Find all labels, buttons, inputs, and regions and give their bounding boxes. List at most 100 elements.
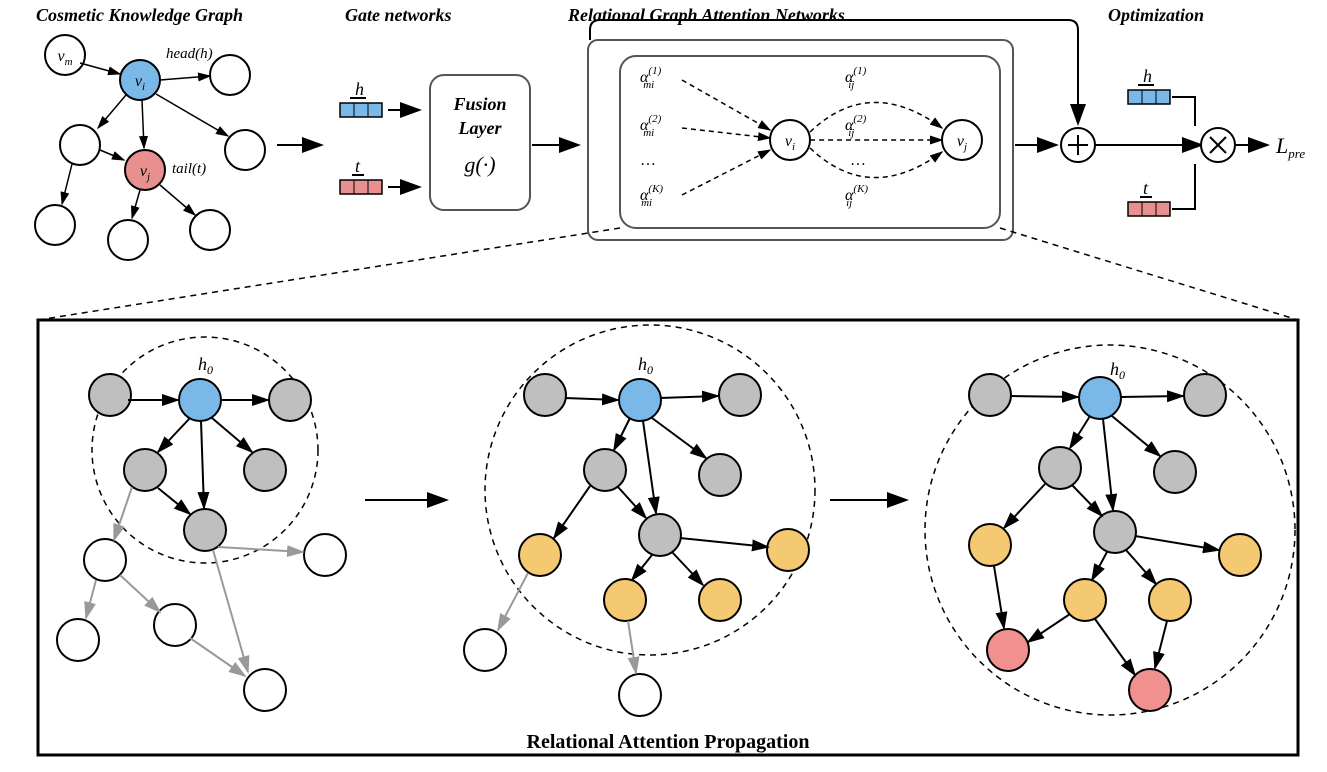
s2-blue [619, 379, 661, 421]
dash-edge [682, 80, 770, 130]
alpha-mi-2: α(2)mi [640, 113, 662, 139]
s1e [201, 421, 204, 508]
s3-o1 [969, 524, 1011, 566]
s1e [158, 488, 190, 514]
s2e [680, 538, 768, 547]
stage3: h0 [925, 345, 1295, 715]
s3-g5 [1094, 511, 1136, 553]
dash-curve [810, 148, 942, 178]
s3e [1072, 485, 1102, 516]
cosmetic-graph: vm vi head(h) vj tail(t) [35, 35, 265, 260]
opt-h-group: h [1128, 66, 1170, 104]
s1-gray2 [269, 379, 311, 421]
t-bar-group: t [340, 156, 382, 194]
s3-g3 [1039, 447, 1081, 489]
s1-w5 [244, 669, 286, 711]
h-bar2 [1128, 90, 1170, 104]
s2-o3 [699, 579, 741, 621]
alpha-ij-K: α(K)ij [845, 183, 868, 209]
edge [160, 185, 195, 215]
alpha-ij-1: α(1)ij [845, 65, 867, 91]
s3-blue [1079, 377, 1121, 419]
s3-o4 [1219, 534, 1261, 576]
s2-o4 [767, 529, 809, 571]
s1el [86, 580, 96, 618]
s1el [190, 638, 245, 676]
edge [142, 100, 144, 148]
s3-p1 [987, 629, 1029, 671]
edge [132, 190, 140, 218]
s3e [1103, 419, 1113, 510]
fusion-line1: Fusion [452, 94, 506, 114]
s3e [994, 566, 1004, 628]
s3-g1 [969, 374, 1011, 416]
label-t2: t [1143, 178, 1149, 198]
g-func: g(·) [464, 152, 495, 177]
s2e [672, 552, 703, 585]
s1e [212, 418, 252, 452]
s3e [1028, 614, 1070, 642]
s3e [1155, 621, 1167, 668]
s3e [1004, 484, 1045, 528]
stage1: h0 [57, 337, 346, 711]
s3e [1092, 552, 1107, 580]
s3e [1120, 396, 1183, 397]
s3e [1095, 619, 1135, 675]
t-to-mult [1172, 164, 1195, 209]
lpre-label: Lpre [1275, 133, 1305, 161]
edge [160, 76, 210, 80]
s1el [218, 547, 303, 552]
s2e [618, 487, 646, 518]
alpha-mi-K: α(K)mi [640, 183, 663, 209]
s1-gray5 [184, 509, 226, 551]
s2e [643, 421, 656, 513]
s1-gray4 [244, 449, 286, 491]
label-tail: tail(t) [172, 161, 206, 177]
s2-g4 [699, 454, 741, 496]
node-tr [210, 55, 250, 95]
node-r [225, 130, 265, 170]
stage2: h0 [464, 325, 815, 716]
h0-2: h0 [638, 354, 653, 377]
s2el [628, 621, 636, 673]
s2-g3 [584, 449, 626, 491]
edge [156, 94, 228, 136]
s2e [632, 555, 652, 580]
t-bar2 [1128, 202, 1170, 216]
s3-o3 [1149, 579, 1191, 621]
dash-curve [810, 102, 942, 132]
fusion-line2: Layer [458, 118, 503, 138]
s2e [554, 486, 590, 538]
label-t1: t [355, 156, 361, 176]
alpha-mi-1: α(1)mi [640, 65, 662, 91]
s3e [1126, 550, 1156, 584]
s2-w2 [619, 674, 661, 716]
s2e [614, 418, 630, 450]
s1-w2 [304, 534, 346, 576]
s1el [114, 487, 132, 540]
s1-w1 [84, 539, 126, 581]
s3e [1070, 416, 1090, 448]
s2-g1 [524, 374, 566, 416]
node-bl [35, 205, 75, 245]
residual-path [590, 20, 1078, 122]
s1-blue [179, 379, 221, 421]
diagram-svg: vm vi head(h) vj tail(t) h t Fusion Laye… [0, 0, 1327, 772]
s3e [1112, 416, 1160, 456]
node-br [190, 210, 230, 250]
opt-t-group: t [1128, 178, 1170, 216]
h-to-mult [1172, 97, 1195, 126]
h-bar [340, 103, 382, 117]
h-bar-group: h [340, 79, 382, 117]
dash-edge [682, 150, 770, 195]
s2-w1 [464, 629, 506, 671]
node-ml [60, 125, 100, 165]
s2-o2 [604, 579, 646, 621]
s2-o1 [519, 534, 561, 576]
s1el [213, 550, 248, 672]
s1-gray1 [89, 374, 131, 416]
s1e [158, 418, 190, 452]
s3-g4 [1154, 451, 1196, 493]
dots-l: … [640, 152, 656, 169]
s3-p2 [1129, 669, 1171, 711]
